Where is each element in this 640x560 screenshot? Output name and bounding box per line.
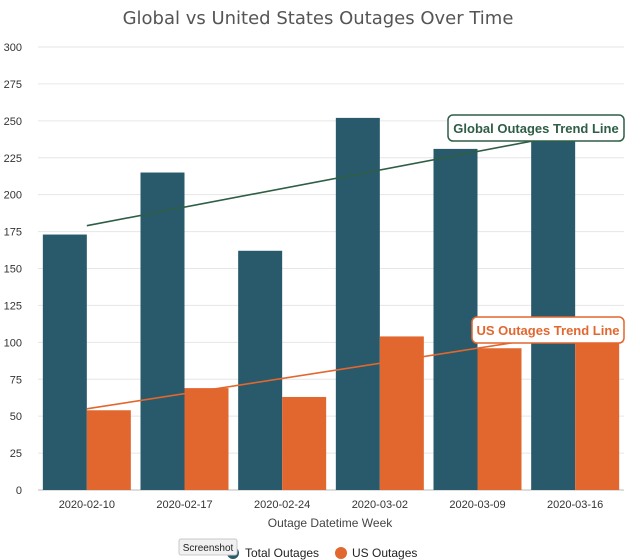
trend-line	[86, 335, 554, 410]
bars	[42, 117, 620, 491]
x-axis-ticks: 2020-02-10 2020-02-17 2020-02-24 2020-03-02…	[59, 499, 604, 511]
y-tick-label: 25	[10, 448, 22, 460]
trend-line-annotation-label: Global Outages Trend Line	[453, 121, 618, 136]
tooltip-text: Screenshot	[183, 543, 234, 554]
bar-us-outages[interactable]	[184, 388, 229, 490]
trend-line-annotation-box	[447, 114, 625, 142]
bar-us-outages[interactable]	[477, 348, 522, 490]
y-tick-label: 200	[4, 190, 22, 202]
y-tick-label: 75	[10, 374, 22, 386]
y-tick-label: 0	[16, 485, 22, 497]
y-tick-label: 175	[4, 227, 22, 239]
legend-label[interactable]: Total Outages	[245, 546, 319, 560]
x-axis-label: Outage Datetime Week	[268, 516, 394, 530]
trend-line	[86, 136, 554, 227]
x-tick-label: 2020-03-09	[449, 499, 505, 511]
y-tick-label: 250	[4, 116, 22, 128]
bar-us-outages[interactable]	[86, 410, 131, 490]
chart-title: Global vs United States Outages Over Tim…	[123, 8, 514, 29]
bar-total-outages[interactable]	[531, 141, 576, 491]
y-tick-label: 50	[10, 411, 22, 423]
x-tick-label: 2020-03-16	[547, 499, 603, 511]
bar-total-outages[interactable]	[42, 234, 87, 490]
trend-line-annotation-box	[471, 316, 625, 344]
screenshot-tooltip: Screenshot	[178, 538, 238, 556]
bar-total-outages[interactable]	[140, 172, 185, 490]
x-tick-label: 2020-02-17	[156, 499, 212, 511]
tooltip-box	[178, 538, 238, 556]
y-tick-label: 125	[4, 300, 22, 312]
legend: Total Outages US Outages	[227, 546, 417, 560]
x-tick-label: 2020-02-10	[59, 499, 115, 511]
y-tick-label: 225	[4, 153, 22, 165]
grid-lines	[38, 46, 624, 491]
x-tick-label: 2020-02-24	[254, 499, 310, 511]
trend-lines: Global Outages Trend Line US Outages Tren…	[86, 114, 625, 410]
bar-us-outages[interactable]	[282, 396, 327, 490]
bar-total-outages[interactable]	[433, 148, 478, 490]
x-tick-label: 2020-03-02	[352, 499, 408, 511]
legend-marker	[335, 547, 347, 559]
bar-us-outages[interactable]	[575, 342, 620, 490]
y-tick-label: 150	[4, 264, 22, 276]
y-tick-label: 300	[4, 42, 22, 54]
bar-total-outages[interactable]	[238, 250, 283, 490]
legend-label[interactable]: US Outages	[352, 546, 417, 560]
y-tick-label: 275	[4, 79, 22, 91]
y-axis-ticks: 0 25 50 75 100 125 150 175 200 225 250 275 300	[4, 42, 22, 497]
y-tick-label: 100	[4, 337, 22, 349]
bar-total-outages[interactable]	[335, 117, 380, 490]
trend-line-annotation-label: US Outages Trend Line	[476, 323, 619, 338]
